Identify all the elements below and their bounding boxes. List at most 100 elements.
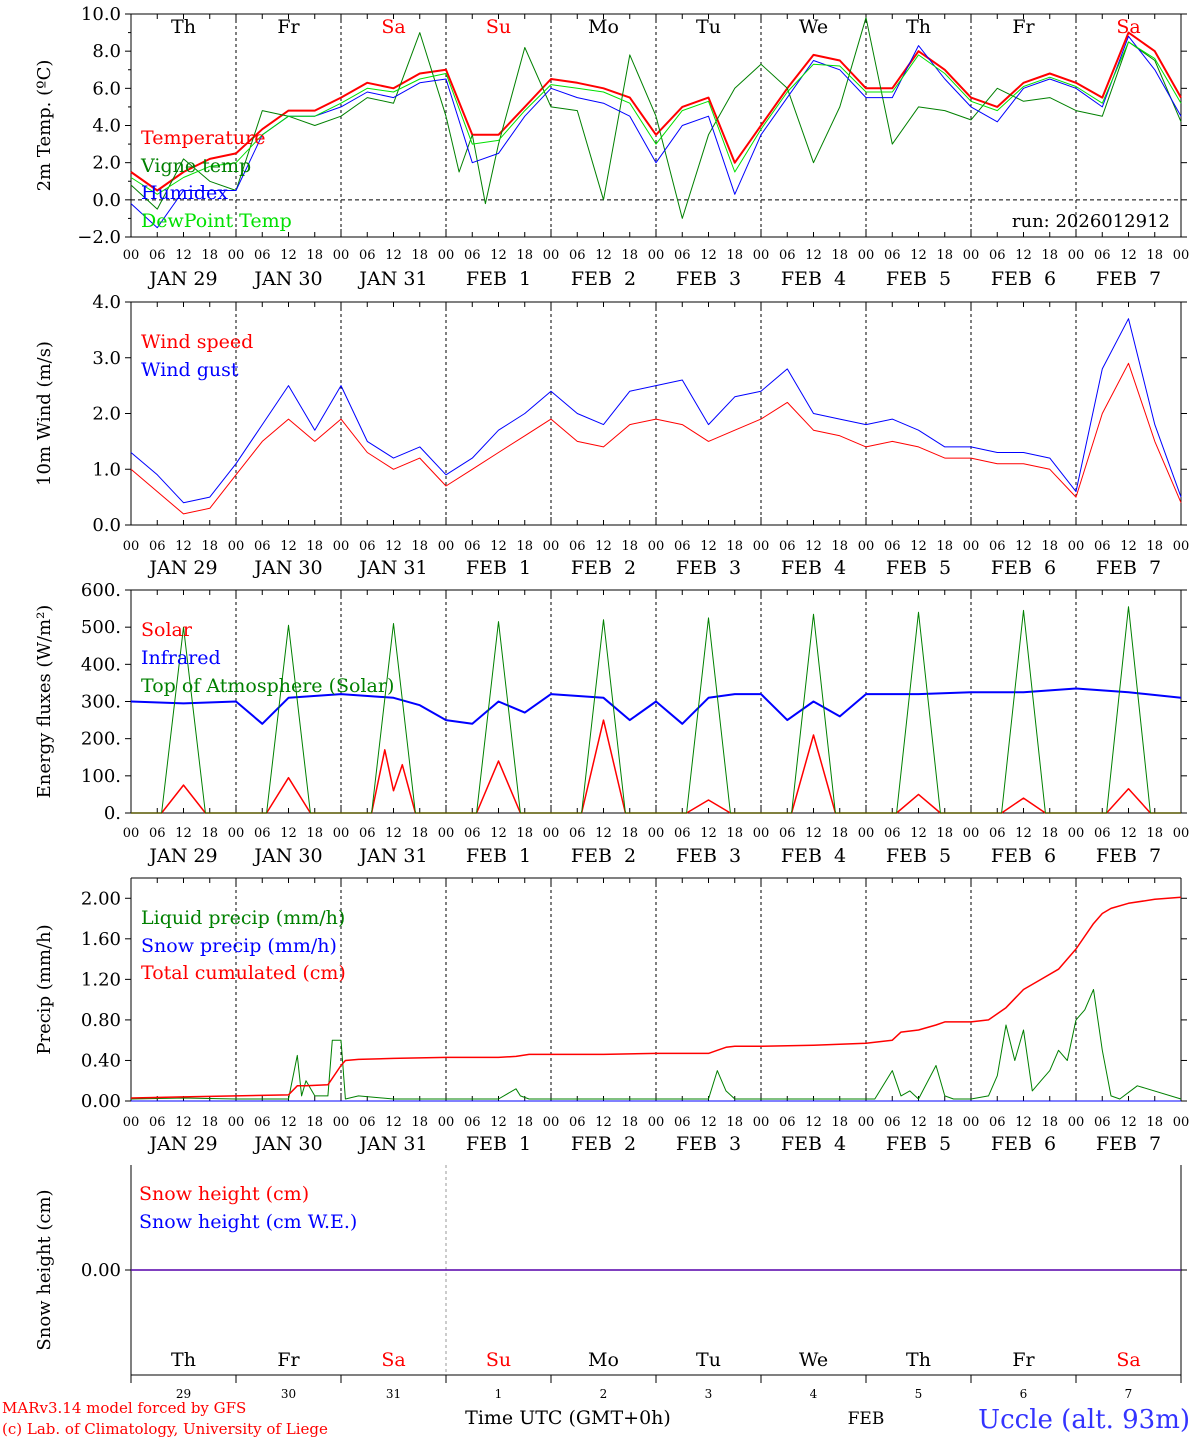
y-axis-label: Energy fluxes (W/m²) xyxy=(34,605,55,799)
series-line xyxy=(130,362,1182,515)
hour-tick-label: 00 xyxy=(228,826,245,841)
hour-tick-label: 18 xyxy=(936,826,953,841)
date-label: JAN 29 xyxy=(147,845,217,867)
hour-tick-label: 06 xyxy=(884,248,901,263)
hour-tick-label: 18 xyxy=(831,826,848,841)
day-abbr: Fr xyxy=(277,1349,300,1371)
hour-tick-label: 12 xyxy=(700,539,717,554)
y-tick-label: 8.0 xyxy=(92,41,121,62)
y-tick-label: 6.0 xyxy=(92,78,121,99)
y-tick-label: 2.0 xyxy=(92,153,121,174)
hour-tick-label: 06 xyxy=(254,1115,271,1130)
hour-tick-label: 12 xyxy=(805,539,822,554)
date-label: FEB 3 xyxy=(676,557,741,579)
hour-tick-label: 00 xyxy=(1173,826,1190,841)
hour-tick-label: 18 xyxy=(621,539,638,554)
hour-tick-label: 06 xyxy=(464,1115,481,1130)
date-label: FEB 2 xyxy=(571,268,636,290)
series-line xyxy=(131,606,1181,814)
hour-tick-label: 12 xyxy=(490,248,507,263)
hour-tick-label: 18 xyxy=(831,539,848,554)
run-label: run: 2026012912 xyxy=(1012,211,1170,232)
date-label: FEB 5 xyxy=(886,845,951,867)
hour-tick-label: 06 xyxy=(674,539,691,554)
hour-tick-label: 12 xyxy=(910,1115,927,1130)
hour-tick-label: 12 xyxy=(700,826,717,841)
panel-precip: 0.00 0.40 0.80 1.20 1.60 2.00 Precip (mm/h) Liq… xyxy=(34,877,1189,1155)
y-tick-label: 1.0 xyxy=(92,459,121,480)
hour-tick-label: 18 xyxy=(936,248,953,263)
hour-tick-label: 06 xyxy=(149,539,166,554)
y-tick-label: 0.00 xyxy=(81,1091,121,1112)
day-abbr: Th xyxy=(171,1349,196,1371)
date-label: FEB 2 xyxy=(571,845,636,867)
legend-entry: Wind speed xyxy=(141,331,253,353)
hour-tick-label: 00 xyxy=(753,826,770,841)
hour-tick-label: 00 xyxy=(753,1115,770,1130)
date-label: FEB 7 xyxy=(1096,845,1161,867)
day-number: 6 xyxy=(1020,1387,1028,1401)
hour-tick-label: 18 xyxy=(1041,826,1058,841)
hour-tick-label: 00 xyxy=(963,826,980,841)
date-label: FEB 2 xyxy=(571,1133,636,1155)
hour-tick-label: 06 xyxy=(779,1115,796,1130)
hour-tick-label: 12 xyxy=(280,539,297,554)
hour-tick-label: 18 xyxy=(726,826,743,841)
hour-tick-label: 06 xyxy=(674,248,691,263)
date-label: FEB 3 xyxy=(676,1133,741,1155)
date-label: JAN 31 xyxy=(357,557,427,579)
day-number: 30 xyxy=(281,1387,296,1401)
hour-tick-label: 18 xyxy=(726,1115,743,1130)
hour-tick-label: 06 xyxy=(359,826,376,841)
panel-snow: 0.00 Snow height (cm) Th Fr Sa Su Mo Tu We Th Fr Sa… xyxy=(34,1165,1187,1401)
hour-tick-label: 18 xyxy=(621,248,638,263)
legend-entry: Vigne temp xyxy=(140,155,251,177)
hour-tick-label: 06 xyxy=(779,248,796,263)
date-label: JAN 31 xyxy=(357,845,427,867)
legend-entry: DewPoint Temp xyxy=(141,210,292,232)
hour-tick-label: 12 xyxy=(805,826,822,841)
hour-tick-label: 18 xyxy=(621,1115,638,1130)
hour-tick-label: 00 xyxy=(1068,539,1085,554)
y-tick-label: −2.0 xyxy=(77,227,121,248)
hour-tick-label: 12 xyxy=(595,248,612,263)
hour-tick-label: 06 xyxy=(464,539,481,554)
hour-tick-label: 00 xyxy=(963,248,980,263)
hour-tick-label: 06 xyxy=(149,826,166,841)
date-label: FEB 5 xyxy=(886,268,951,290)
date-label: FEB 4 xyxy=(781,845,846,867)
date-label: FEB 7 xyxy=(1096,268,1161,290)
series-line xyxy=(130,41,1182,195)
hour-tick-label: 00 xyxy=(333,826,350,841)
hour-tick-label: 12 xyxy=(1120,248,1137,263)
y-tick-label: 600. xyxy=(81,580,121,601)
hour-tick-label: 00 xyxy=(333,248,350,263)
hour-tick-label: 00 xyxy=(123,1115,140,1130)
day-number: 5 xyxy=(915,1387,923,1401)
y-axis-label: 10m Wind (m/s) xyxy=(34,341,55,486)
day-abbr: Sa xyxy=(381,16,405,38)
y-tick-label: 1.60 xyxy=(81,929,121,950)
hour-tick-label: 00 xyxy=(648,248,665,263)
date-label: FEB 4 xyxy=(781,1133,846,1155)
hour-tick-label: 18 xyxy=(306,826,323,841)
hour-tick-label: 00 xyxy=(858,539,875,554)
y-axis-label: Precip (mm/h) xyxy=(34,924,55,1054)
hour-tick-label: 00 xyxy=(1173,248,1190,263)
date-label: JAN 30 xyxy=(252,268,322,290)
hour-tick-label: 06 xyxy=(989,248,1006,263)
y-axis-label: Snow height (cm) xyxy=(34,1189,55,1350)
hour-tick-label: 06 xyxy=(989,826,1006,841)
day-number: 31 xyxy=(386,1387,401,1401)
hour-tick-label: 00 xyxy=(543,248,560,263)
day-abbr: Fr xyxy=(1012,16,1035,38)
date-label: JAN 31 xyxy=(357,1133,427,1155)
credit-line-1: MARv3.14 model forced by GFS xyxy=(2,1399,246,1417)
date-label: FEB 1 xyxy=(466,845,531,867)
series-line xyxy=(130,17,1182,219)
y-tick-label: 0.80 xyxy=(81,1010,121,1031)
hour-tick-label: 18 xyxy=(936,539,953,554)
hour-tick-label: 06 xyxy=(569,248,586,263)
hour-tick-label: 06 xyxy=(884,539,901,554)
